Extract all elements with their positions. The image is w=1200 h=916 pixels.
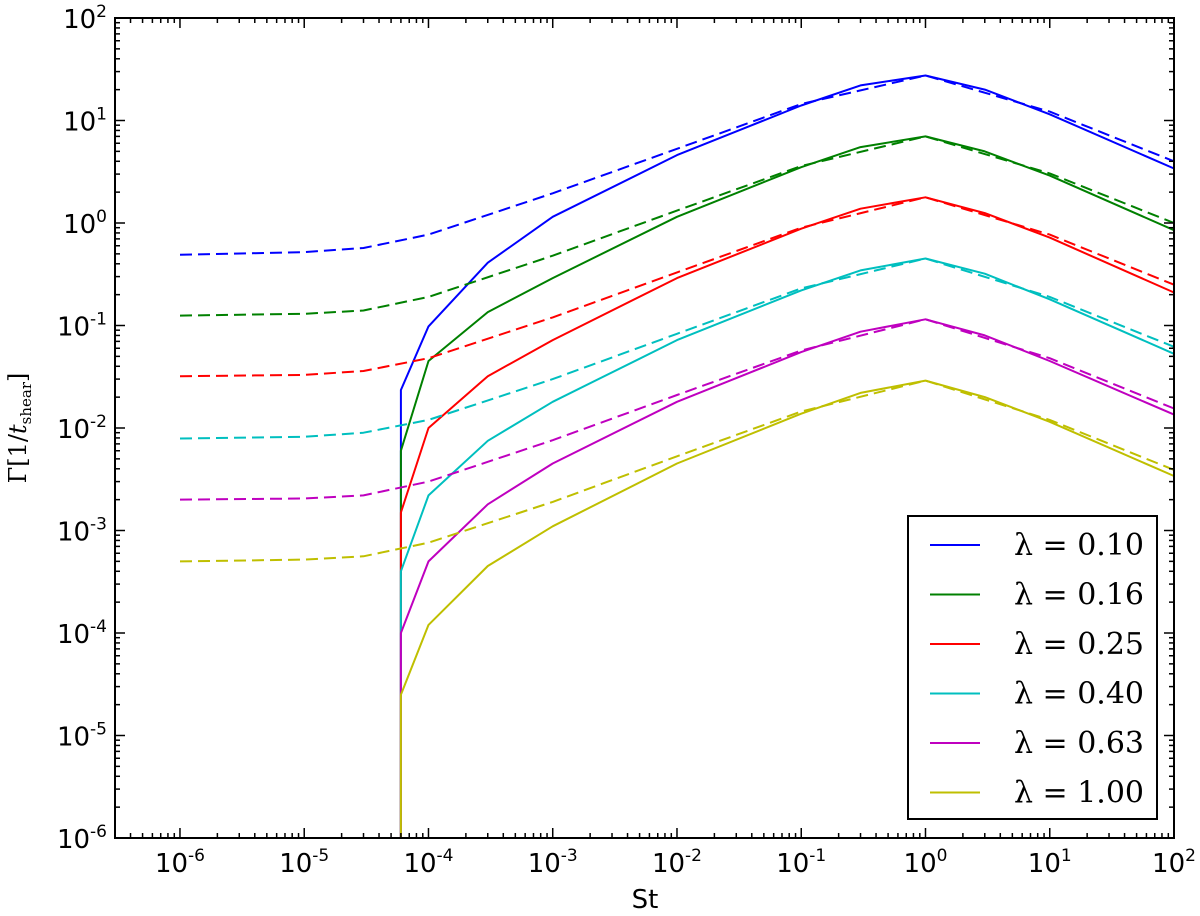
x-tick-label-base: 10: [776, 849, 809, 879]
y-tick-label-base: 10: [57, 723, 90, 753]
x-tick-label: 10-1: [776, 846, 826, 879]
x-tick-label: 10-6: [155, 846, 205, 879]
series-4-solid-line: [399, 318, 1175, 838]
x-tick-label-exp: -5: [312, 846, 329, 866]
y-tick-label: 10-5: [57, 720, 107, 753]
y-tick-label: 10-6: [57, 822, 107, 855]
y-axis-label-open: [1/: [4, 433, 32, 467]
x-tick-label: 10-4: [403, 846, 453, 879]
series-5-dashed-line: [179, 379, 1175, 563]
y-tick-label-base: 10: [57, 415, 90, 445]
y-axis-label: Γ[1/tshear]: [4, 373, 35, 484]
y-tick-label-exp: -1: [90, 310, 107, 330]
x-tick-label-exp: -3: [561, 846, 578, 866]
x-tick-label-exp: 0: [937, 846, 948, 866]
y-tick-label: 102: [63, 2, 107, 35]
series-4-dashed-line: [179, 318, 1175, 501]
y-tick-label-exp: 0: [96, 207, 107, 227]
x-tick-label-base: 10: [403, 849, 436, 879]
x-tick-label-base: 10: [652, 849, 685, 879]
series-3-solid-line: [399, 257, 1175, 838]
y-tick-label-base: 10: [63, 108, 96, 138]
x-axis-label: St: [632, 885, 659, 915]
x-tick-labels: 10-6 10-5 10-4 10-3 10-2 10-1 100 101 102: [155, 846, 1196, 879]
legend-label-3: λ = 0.40: [1014, 677, 1144, 712]
y-tick-label: 10-2: [57, 412, 107, 445]
x-tick-label: 101: [1028, 846, 1072, 879]
y-tick-label-exp: 2: [96, 2, 107, 22]
y-tick-label-exp: 1: [96, 105, 107, 125]
y-tick-label-base: 10: [57, 518, 90, 548]
series-1-dashed-line: [179, 135, 1175, 317]
y-tick-label-exp: -5: [90, 720, 107, 740]
y-tick-label-base: 10: [57, 825, 90, 855]
series-3-dashed-line: [179, 257, 1175, 440]
x-tick-label-base: 10: [1152, 849, 1185, 879]
x-tick-label-base: 10: [279, 849, 312, 879]
x-tick-label-exp: -4: [437, 846, 454, 866]
legend-label-5: λ = 1.00: [1014, 776, 1144, 811]
legend-label-4: λ = 0.63: [1014, 726, 1144, 761]
y-tick-label: 10-1: [57, 310, 107, 343]
legend-box: [907, 515, 1158, 820]
ticks-layer: [114, 17, 1175, 839]
x-tick-label-exp: -1: [809, 846, 826, 866]
series-0-solid-line: [399, 74, 1175, 838]
series-5-solid-line: [399, 379, 1175, 838]
y-tick-label: 100: [63, 207, 107, 240]
y-tick-label-base: 10: [63, 210, 96, 240]
y-axis-label-var: t: [4, 424, 32, 434]
y-tick-label-base: 10: [63, 5, 96, 35]
x-tick-label-base: 10: [904, 849, 937, 879]
y-axis-label-close: ]: [4, 373, 32, 382]
x-tick-label-base: 10: [155, 849, 188, 879]
series-0-dashed-line: [179, 74, 1175, 256]
x-tick-label-base: 10: [528, 849, 561, 879]
y-tick-label-exp: -4: [90, 617, 107, 637]
series-2-dashed-line: [179, 196, 1175, 378]
legend-label-1: λ = 0.16: [1014, 578, 1144, 613]
y-tick-label: 10-3: [57, 515, 107, 548]
y-tick-label-exp: -6: [90, 822, 107, 842]
series-2-solid-line: [399, 196, 1175, 838]
y-tick-label-exp: -2: [90, 412, 107, 432]
x-tick-label: 100: [904, 846, 948, 879]
legend-label-0: λ = 0.10: [1014, 528, 1144, 563]
legend-label-2: λ = 0.25: [1014, 627, 1144, 662]
y-axis-label-sub: shear: [17, 381, 35, 424]
legend: λ = 0.10 λ = 0.16 λ = 0.25 λ = 0.40 λ = 0.63…: [907, 515, 1158, 820]
x-tick-label-base: 10: [1028, 849, 1061, 879]
y-axis-label-symbol: Γ: [4, 467, 32, 484]
x-tick-label-exp: -6: [188, 846, 205, 866]
y-tick-label-base: 10: [57, 313, 90, 343]
series-layer: [179, 74, 1175, 838]
x-tick-label-exp: 1: [1061, 846, 1072, 866]
x-tick-label: 10-5: [279, 846, 329, 879]
y-tick-label-exp: -3: [90, 515, 107, 535]
x-tick-label: 102: [1152, 846, 1196, 879]
y-tick-label-base: 10: [57, 620, 90, 650]
y-tick-label: 101: [63, 105, 107, 138]
series-1-solid-line: [399, 135, 1175, 838]
y-tick-label: 10-4: [57, 617, 107, 650]
x-tick-label-exp: 2: [1185, 846, 1196, 866]
x-tick-label-exp: -2: [685, 846, 702, 866]
x-tick-label: 10-3: [528, 846, 578, 879]
x-tick-label: 10-2: [652, 846, 702, 879]
